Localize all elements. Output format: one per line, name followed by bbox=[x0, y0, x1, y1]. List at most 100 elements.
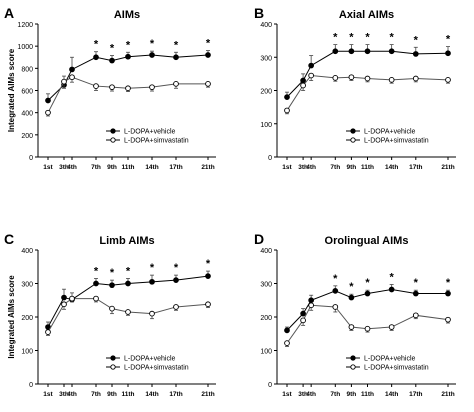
data-point bbox=[205, 80, 211, 87]
x-tick-label: 4th bbox=[306, 164, 316, 171]
data-point bbox=[109, 57, 115, 64]
panel-letter: C bbox=[4, 231, 14, 247]
x-tick-label: 9th bbox=[107, 164, 117, 171]
x-tick-label: 14th bbox=[385, 391, 398, 398]
y-tick-label: 1000 bbox=[17, 44, 33, 51]
y-tick-label: 0 bbox=[268, 382, 272, 389]
data-point bbox=[308, 297, 315, 304]
x-tick-label: 11th bbox=[361, 391, 374, 398]
data-point bbox=[125, 85, 131, 92]
data-point bbox=[205, 273, 211, 279]
y-tick-label: 0 bbox=[268, 155, 272, 162]
legend-marker bbox=[110, 355, 116, 361]
x-tick-label: 14th bbox=[145, 391, 158, 398]
x-tick-label: 1st bbox=[43, 391, 53, 398]
data-point bbox=[173, 304, 179, 310]
legend-marker bbox=[350, 128, 356, 134]
data-point bbox=[364, 290, 371, 297]
y-tick-label: 400 bbox=[260, 248, 272, 255]
data-point bbox=[348, 74, 355, 81]
data-point bbox=[364, 48, 371, 55]
data-point bbox=[284, 94, 290, 101]
data-point bbox=[332, 288, 339, 294]
x-tick-label: 21th bbox=[201, 391, 214, 398]
x-tick-label: 4th bbox=[67, 391, 77, 398]
data-point bbox=[445, 290, 451, 297]
x-tick-label: 9th bbox=[347, 391, 357, 398]
x-tick-label: 21th bbox=[441, 391, 454, 398]
legend-entry: L-DOPA+vehicle bbox=[364, 129, 416, 136]
significance-star: * bbox=[446, 277, 451, 289]
data-point bbox=[93, 83, 99, 89]
data-point bbox=[308, 72, 315, 79]
y-tick-label: 100 bbox=[260, 122, 272, 129]
data-point bbox=[412, 290, 419, 297]
x-tick-label: 3th bbox=[59, 391, 69, 398]
significance-star: * bbox=[110, 267, 115, 279]
significance-star: * bbox=[333, 273, 338, 285]
significance-star: * bbox=[206, 38, 211, 50]
panel-c: C Limb AIMs 0 100 200 300 400 Integrated AIMs s… bbox=[4, 231, 216, 398]
significance-star: * bbox=[150, 38, 155, 50]
data-point bbox=[284, 340, 290, 346]
y-tick-label: 400 bbox=[21, 248, 33, 255]
data-point bbox=[93, 54, 99, 61]
y-tick-label: 600 bbox=[21, 89, 33, 96]
data-point bbox=[149, 310, 155, 317]
significance-star: * bbox=[349, 281, 354, 293]
significance-star: * bbox=[150, 262, 155, 274]
data-point bbox=[445, 77, 451, 83]
significance-star: * bbox=[390, 272, 395, 284]
y-tick-label: 200 bbox=[21, 315, 33, 322]
x-tick-label: 21th bbox=[441, 164, 454, 171]
series-simvastatin bbox=[45, 74, 211, 117]
x-tick-label: 7th bbox=[330, 391, 340, 398]
significance-star: * bbox=[414, 277, 419, 289]
x-tick-label: 1st bbox=[43, 164, 53, 171]
series-vehicle bbox=[284, 284, 451, 334]
x-tick-label: 17th bbox=[409, 164, 422, 171]
x-tick-label: 4th bbox=[67, 164, 77, 171]
data-point bbox=[69, 74, 75, 81]
y-tick-label: 400 bbox=[21, 111, 33, 118]
data-point bbox=[412, 312, 419, 319]
x-tick-label: 9th bbox=[107, 391, 117, 398]
data-point bbox=[45, 109, 51, 116]
y-axis-label: Integrated AIMs score bbox=[7, 48, 16, 132]
data-point bbox=[173, 54, 179, 61]
data-point bbox=[308, 302, 315, 309]
significance-star: * bbox=[174, 39, 179, 51]
significance-star: * bbox=[333, 32, 338, 44]
significance-star: * bbox=[126, 265, 131, 277]
data-point bbox=[125, 53, 131, 60]
data-point bbox=[445, 50, 451, 57]
data-point bbox=[388, 48, 395, 55]
legend-marker bbox=[350, 355, 356, 361]
data-point bbox=[348, 48, 355, 55]
y-tick-label: 800 bbox=[21, 66, 33, 73]
significance-star: * bbox=[349, 32, 354, 44]
y-tick-label: 300 bbox=[21, 282, 33, 289]
significance-star: * bbox=[110, 43, 115, 55]
legend-entry: L-DOPA+simvastatin bbox=[124, 365, 189, 372]
data-point bbox=[45, 329, 51, 335]
series-vehicle bbox=[284, 44, 451, 101]
data-point bbox=[364, 75, 371, 82]
data-point bbox=[69, 295, 75, 302]
legend-entry: L-DOPA+vehicle bbox=[124, 356, 176, 363]
data-point bbox=[445, 316, 451, 323]
legend-marker bbox=[110, 364, 116, 370]
series-simvastatin bbox=[284, 72, 451, 115]
significance-star: * bbox=[414, 34, 419, 46]
panel-title: Axial AIMs bbox=[339, 9, 394, 21]
panel-letter: B bbox=[254, 5, 264, 21]
data-point bbox=[388, 286, 395, 293]
data-point bbox=[388, 324, 395, 330]
panel-title: Limb AIMs bbox=[99, 235, 154, 247]
data-point bbox=[348, 294, 355, 301]
data-point bbox=[109, 84, 115, 91]
data-point bbox=[300, 317, 306, 324]
x-tick-label: 11th bbox=[121, 164, 134, 171]
